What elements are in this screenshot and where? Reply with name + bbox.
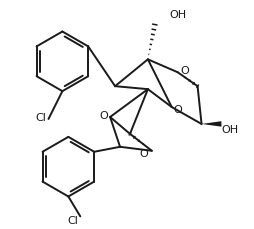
Text: O: O [180, 66, 189, 76]
Text: Cl: Cl [67, 215, 77, 225]
Text: O: O [173, 105, 182, 114]
Polygon shape [201, 122, 220, 127]
Text: OH: OH [169, 10, 186, 19]
Text: Cl: Cl [35, 112, 46, 123]
Text: O: O [139, 148, 147, 158]
Text: O: O [99, 111, 108, 120]
Text: OH: OH [220, 124, 238, 134]
